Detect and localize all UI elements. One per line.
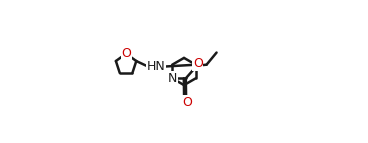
Text: N: N	[167, 72, 177, 85]
Text: O: O	[193, 57, 203, 70]
Text: O: O	[121, 47, 131, 60]
Text: O: O	[182, 96, 192, 109]
Text: HN: HN	[147, 60, 166, 73]
